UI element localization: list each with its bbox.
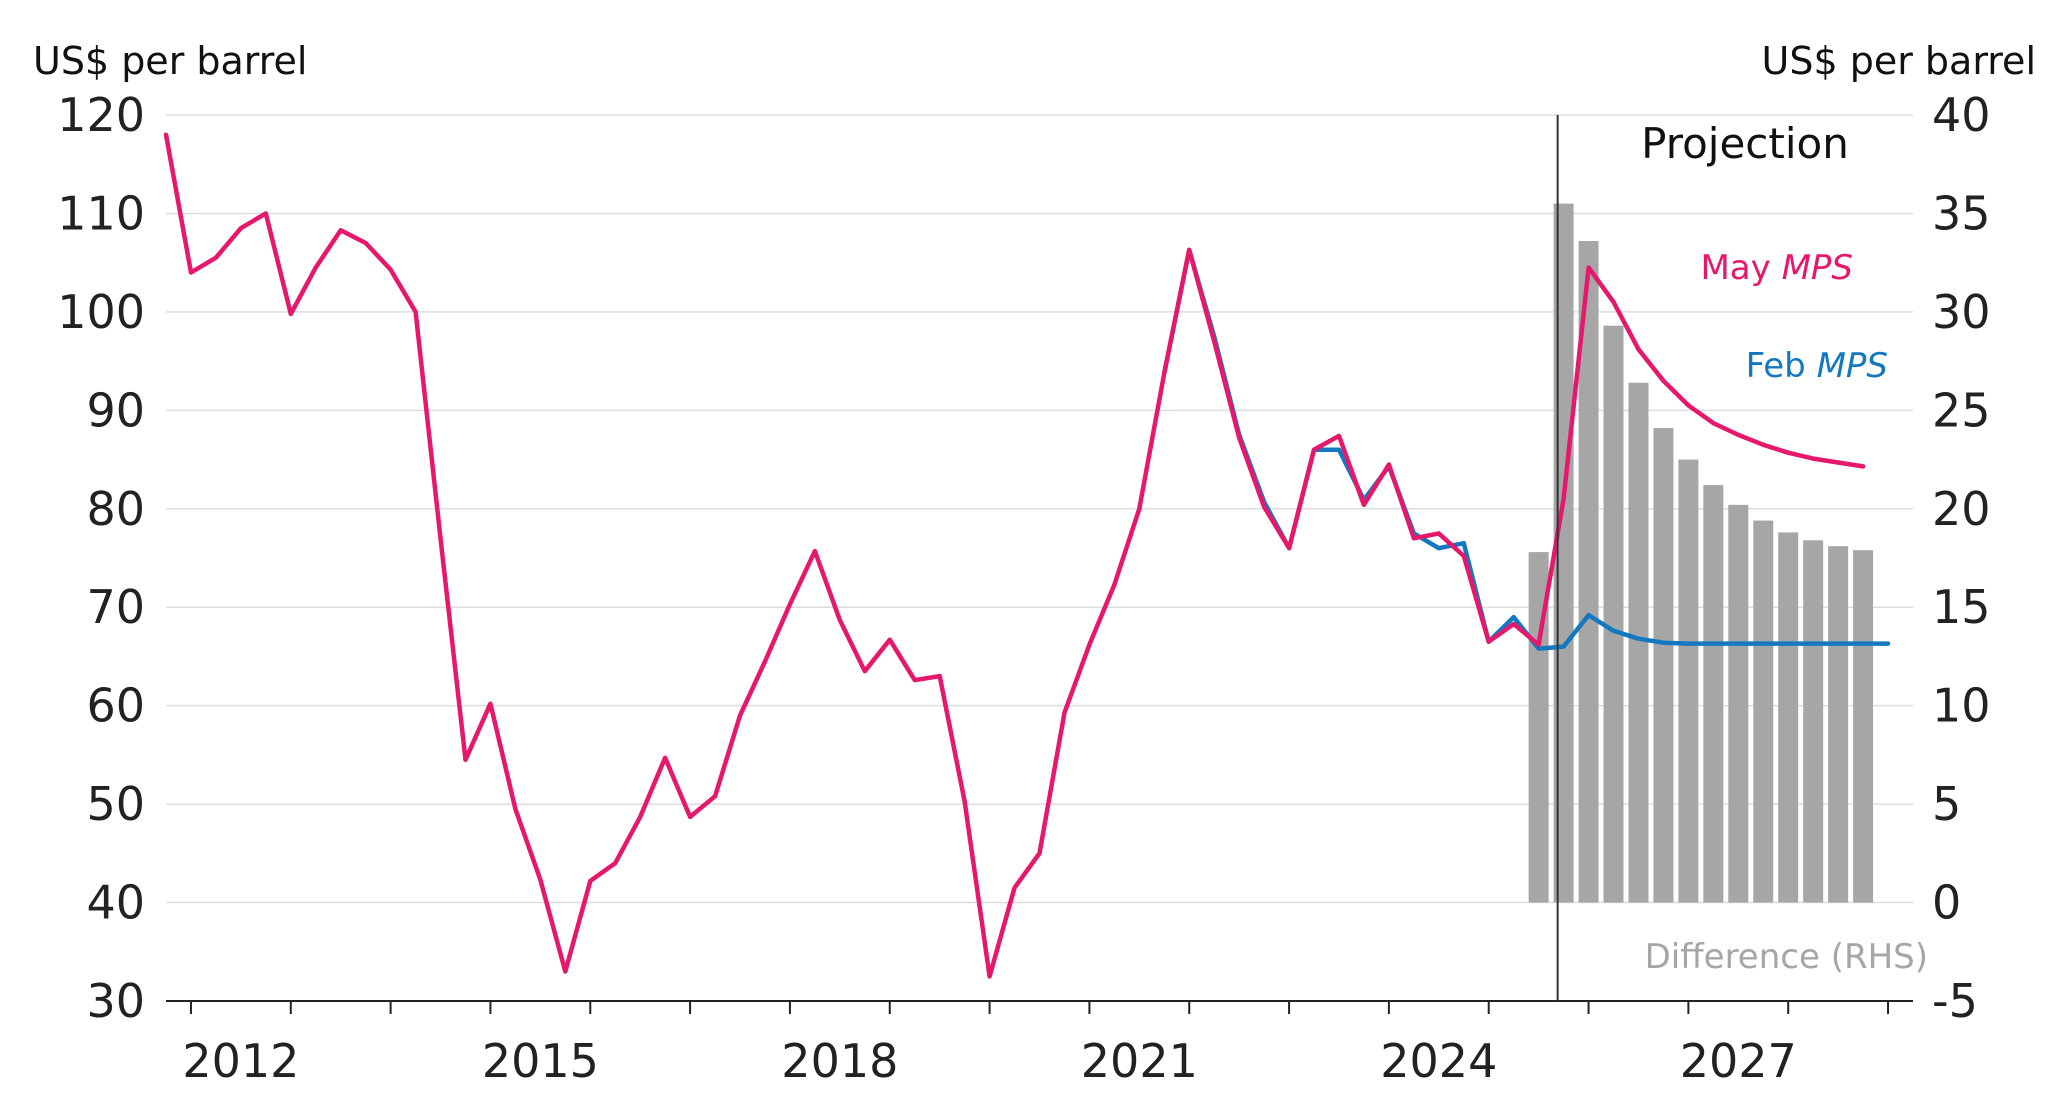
difference-bar bbox=[1703, 485, 1724, 903]
left-tick-label: 100 bbox=[57, 285, 145, 339]
right-tick-label: 40 bbox=[1932, 88, 1991, 142]
left-tick-label: 50 bbox=[86, 777, 145, 831]
x-tick-label: 2015 bbox=[482, 1034, 599, 1088]
axes bbox=[166, 115, 1913, 1014]
difference-bar bbox=[1753, 520, 1774, 903]
left-axis-unit: US$ per barrel bbox=[33, 39, 307, 83]
difference-bar bbox=[1728, 504, 1749, 903]
left-tick-label: 70 bbox=[86, 580, 145, 634]
right-tick-label: 20 bbox=[1932, 482, 1991, 536]
difference-bar bbox=[1853, 550, 1874, 903]
x-tick-label: 2024 bbox=[1380, 1034, 1497, 1088]
left-tick-label: 60 bbox=[86, 679, 145, 733]
may-mps-label: May MPS bbox=[1700, 248, 1853, 288]
right-tick-label: 10 bbox=[1932, 679, 1991, 733]
difference-bar bbox=[1578, 241, 1599, 903]
may-mps-line bbox=[163, 132, 1866, 979]
projection-label: Projection bbox=[1641, 119, 1849, 168]
left-tick-label: 120 bbox=[57, 88, 145, 142]
feb-mps-label: Feb MPS bbox=[1746, 346, 1888, 386]
difference-bar bbox=[1778, 532, 1799, 903]
difference-bar bbox=[1678, 459, 1699, 903]
x-tick-label: 2018 bbox=[781, 1034, 898, 1088]
left-tick-label: 110 bbox=[57, 186, 145, 240]
right-axis-unit: US$ per barrel bbox=[1762, 39, 2036, 83]
right-tick-label: 30 bbox=[1932, 285, 1991, 339]
right-tick-label: 15 bbox=[1932, 580, 1991, 634]
right-tick-label: 25 bbox=[1932, 383, 1991, 437]
right-tick-label: -5 bbox=[1932, 974, 1978, 1028]
difference-label: Difference (RHS) bbox=[1645, 937, 1928, 977]
right-tick-label: 5 bbox=[1932, 777, 1961, 831]
difference-bar bbox=[1828, 546, 1849, 903]
difference-bar bbox=[1628, 382, 1649, 903]
difference-bars bbox=[1528, 203, 1874, 903]
difference-bar bbox=[1553, 203, 1574, 903]
x-tick-label: 2027 bbox=[1680, 1034, 1797, 1088]
left-tick-label: 30 bbox=[86, 974, 145, 1028]
gridlines bbox=[166, 114, 1913, 904]
left-tick-label: 90 bbox=[86, 383, 145, 437]
right-tick-label: 35 bbox=[1932, 186, 1991, 240]
price-lines bbox=[163, 132, 1891, 979]
labels: 120110100908070605040304035302520151050-… bbox=[33, 39, 2036, 1088]
right-tick-label: 0 bbox=[1932, 876, 1961, 930]
left-tick-label: 80 bbox=[86, 482, 145, 536]
difference-bar bbox=[1603, 325, 1624, 903]
x-tick-label: 2012 bbox=[182, 1034, 299, 1088]
left-tick-label: 40 bbox=[86, 876, 145, 930]
difference-bar bbox=[1653, 428, 1674, 903]
x-tick-label: 2021 bbox=[1081, 1034, 1198, 1088]
difference-bar bbox=[1803, 540, 1824, 903]
